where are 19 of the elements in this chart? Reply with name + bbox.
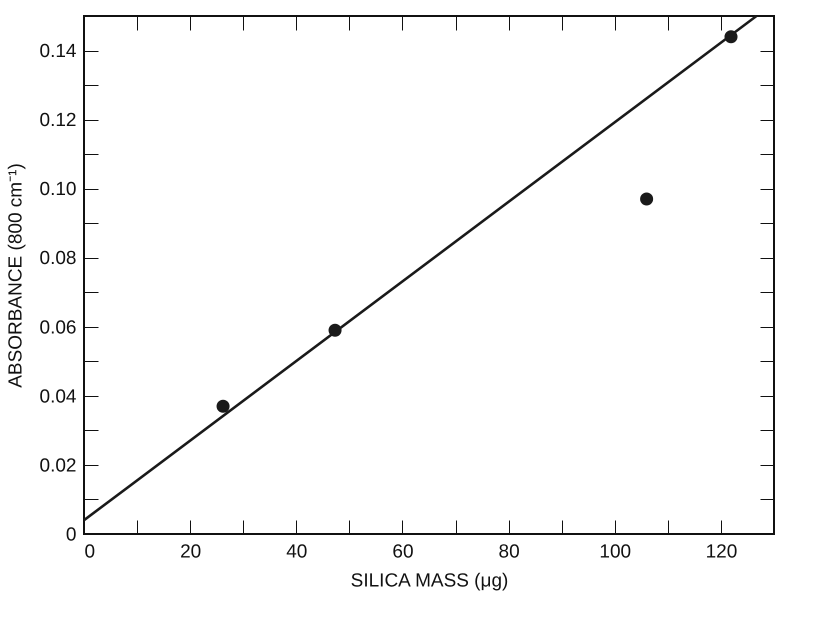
y-tick-label: 0.10 [40, 179, 76, 200]
x-tick-label: 40 [286, 542, 308, 562]
y-tick-label: 0.08 [40, 248, 76, 270]
y-tick-label: 0.12 [40, 110, 76, 132]
y-axis-title: ABSORBANCE (800 cm⁻¹) [6, 163, 27, 388]
x-tick-label: 100 [599, 542, 632, 562]
x-tick-label: 80 [498, 542, 520, 562]
x-tick-label: 60 [392, 542, 414, 562]
x-tick-label: 120 [706, 542, 738, 562]
y-tick-label: 0.14 [40, 41, 77, 62]
x-tick-label: 0 [84, 542, 96, 562]
y-tick-label: 0.06 [40, 317, 76, 338]
y-tick-label: 0.02 [40, 455, 76, 476]
point [640, 192, 654, 206]
y-tick-label: 0 [66, 524, 76, 546]
x-axis-title: SILICA MASS (μg) [350, 570, 508, 592]
point [216, 400, 230, 413]
x-tick-label: 20 [180, 542, 202, 562]
y-tick-label: 0.04 [40, 386, 77, 408]
